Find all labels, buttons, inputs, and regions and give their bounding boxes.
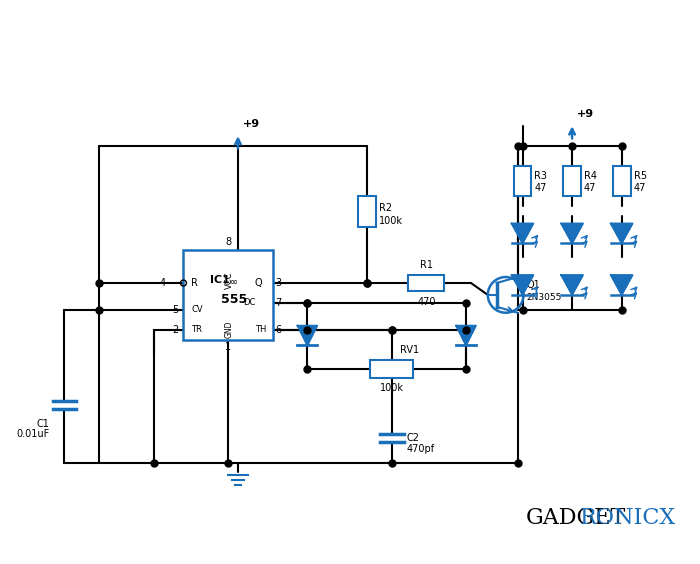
Bar <box>514 166 531 196</box>
Text: 470pf: 470pf <box>407 443 435 453</box>
Polygon shape <box>611 275 633 295</box>
Bar <box>612 166 631 196</box>
Text: 2N3055: 2N3055 <box>526 293 562 302</box>
Bar <box>358 196 376 227</box>
Polygon shape <box>611 223 633 243</box>
Text: 470: 470 <box>417 297 435 307</box>
Text: 1: 1 <box>225 342 231 352</box>
Polygon shape <box>512 275 533 295</box>
Text: R4: R4 <box>584 171 597 181</box>
Text: Q: Q <box>255 278 262 288</box>
Bar <box>564 166 581 196</box>
Text: GND: GND <box>225 321 234 338</box>
Text: 8: 8 <box>225 237 231 247</box>
Text: RV1: RV1 <box>400 345 419 355</box>
Bar <box>183 250 273 340</box>
Text: 7: 7 <box>276 298 282 308</box>
Text: 5: 5 <box>172 305 178 315</box>
Text: 47: 47 <box>634 183 646 193</box>
Text: 3: 3 <box>276 278 282 288</box>
Text: GADGET: GADGET <box>526 507 626 529</box>
Text: 4: 4 <box>160 278 166 288</box>
Text: 2: 2 <box>172 325 178 334</box>
Polygon shape <box>456 325 476 346</box>
Text: 100k: 100k <box>379 383 404 393</box>
Text: 555: 555 <box>221 293 247 306</box>
Text: CV: CV <box>191 305 203 314</box>
Polygon shape <box>512 223 533 243</box>
Text: TR: TR <box>191 325 202 334</box>
Text: +9: +9 <box>577 109 594 120</box>
Text: TH: TH <box>255 325 266 334</box>
Text: RONICX: RONICX <box>580 507 676 529</box>
Text: VCC: VCC <box>225 271 234 289</box>
Text: C2: C2 <box>407 433 419 443</box>
Text: R5: R5 <box>634 171 647 181</box>
Text: 0.01uF: 0.01uF <box>16 429 50 439</box>
Text: 47: 47 <box>534 183 547 193</box>
Polygon shape <box>561 275 583 295</box>
Text: C1: C1 <box>36 419 50 429</box>
Text: R: R <box>191 278 198 288</box>
Bar <box>409 275 444 291</box>
Text: DC: DC <box>243 298 256 307</box>
Bar <box>370 360 414 378</box>
Text: IC1: IC1 <box>210 275 230 285</box>
Text: +9: +9 <box>243 120 260 129</box>
Text: 6: 6 <box>276 325 282 334</box>
Text: R3: R3 <box>534 171 547 181</box>
Text: R1: R1 <box>420 260 433 270</box>
Polygon shape <box>561 223 583 243</box>
Text: ∞: ∞ <box>230 277 238 287</box>
Text: 47: 47 <box>584 183 596 193</box>
Text: 100k: 100k <box>379 215 402 226</box>
Polygon shape <box>298 325 317 346</box>
Text: R2: R2 <box>379 202 392 213</box>
Text: Q1: Q1 <box>526 280 540 290</box>
